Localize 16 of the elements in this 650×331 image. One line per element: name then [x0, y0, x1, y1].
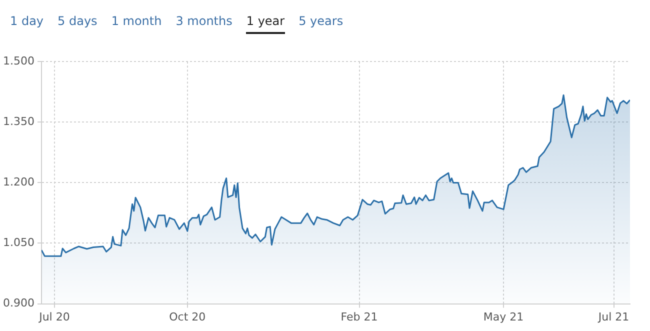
y-tick-label: 1.500: [2, 54, 34, 68]
text: 1 day: [10, 14, 44, 30]
y-tick-label: 1.050: [2, 236, 34, 250]
text: 5 years: [298, 14, 344, 30]
x-tick-label: Oct 20: [169, 310, 206, 324]
y-tick-label: 1.200: [2, 176, 34, 189]
x-tick-label: May 21: [483, 310, 524, 324]
x-tick-label: Jul 21: [597, 310, 630, 324]
text: 3 months: [176, 14, 232, 30]
text: 5 days: [58, 14, 98, 30]
text: 1 month: [111, 14, 162, 30]
x-tick-label: Feb 21: [340, 310, 378, 324]
x-tick-label: Jul 20: [38, 310, 70, 324]
text: 1 year: [246, 14, 285, 34]
y-tick-label: 0.900: [2, 296, 34, 310]
y-tick-label: 1.350: [2, 115, 34, 128]
